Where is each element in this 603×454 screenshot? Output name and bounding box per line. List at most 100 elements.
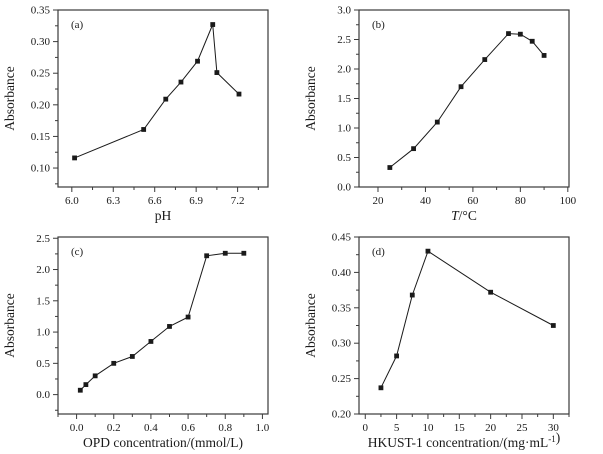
data-point-marker <box>77 387 83 393</box>
data-point-marker <box>550 323 556 328</box>
panel-letter: (a) <box>71 19 84 31</box>
y-axis-label: Absorbance <box>303 66 318 130</box>
data-point-marker <box>482 57 488 62</box>
data-point-marker <box>241 250 247 256</box>
data-point-marker <box>178 79 184 85</box>
y-tick-label: 2.0 <box>337 64 351 76</box>
y-tick-label: 0.35 <box>332 302 352 314</box>
x-tick-label: 60 <box>467 195 479 207</box>
y-tick-label: 0.45 <box>332 232 352 244</box>
panel-a: 6.0 6.3 6.6 6.9 7.2 0.10 0.15 0.20 0.25 0.30 0.35 p… <box>0 0 301 227</box>
y-tick-label: 0.5 <box>337 152 351 164</box>
y-tick-label: 0.25 <box>31 68 51 80</box>
x-tick-label: 6.6 <box>148 195 162 207</box>
y-tick-label: 0.0 <box>36 389 50 401</box>
x-tick-label: 5 <box>394 422 400 434</box>
data-point-marker <box>434 119 440 125</box>
data-point-marker <box>195 58 200 64</box>
x-tick-label: 1.0 <box>256 422 270 434</box>
data-point-marker <box>529 38 535 44</box>
x-tick-label: 0.6 <box>181 422 195 434</box>
y-tick-label: 1.0 <box>337 123 351 135</box>
x-tick-label: 80 <box>515 195 527 207</box>
data-point-marker <box>83 382 89 388</box>
data-point-marker <box>506 31 511 36</box>
data-point-marker <box>141 127 147 132</box>
y-axis-label: Absorbance <box>303 293 318 357</box>
x-tick-label: 6.9 <box>189 195 203 207</box>
x-tick-label: 0 <box>363 422 369 434</box>
x-axis-label: OPD concentration/(mmol/L) <box>83 435 243 450</box>
data-point-marker <box>458 84 464 90</box>
x-tick-label: 0.0 <box>70 422 84 434</box>
data-point-marker <box>236 91 242 97</box>
panel-letter: (c) <box>71 246 84 258</box>
panel-a-chart: 6.0 6.3 6.6 6.9 7.2 0.10 0.15 0.20 0.25 0.30 0.35 p… <box>2 5 269 223</box>
panel-b: 20 40 60 80 100 0.0 0.5 1.0 1.5 2.0 2.5 3.0 T/°C Abso… <box>301 0 603 227</box>
data-point-marker <box>394 353 400 359</box>
x-tick-label: 6.0 <box>65 195 79 207</box>
x-axis-label: HKUST-1 concentration/(mg·mL-1) <box>368 430 561 450</box>
x-tick-label: 20 <box>485 422 497 434</box>
data-series-line <box>74 24 240 159</box>
data-point-marker <box>378 385 384 391</box>
data-point-marker <box>387 165 393 170</box>
y-tick-label: 0.40 <box>332 267 352 279</box>
panel-b-chart: 20 40 60 80 100 0.0 0.5 1.0 1.5 2.0 2.5 3.0 T/°C Abso… <box>303 5 577 224</box>
y-tick-label: 0.10 <box>31 163 51 175</box>
y-tick-label: 1.5 <box>337 93 351 105</box>
x-tick-label: 25 <box>516 422 528 434</box>
data-point-marker <box>92 373 98 379</box>
x-tick-label: 0.2 <box>107 422 121 434</box>
panel-d: 0 5 10 15 20 25 30 0.20 0.25 0.30 0.35 0.40 0.45 HKUS… <box>301 227 603 454</box>
y-tick-label: 2.0 <box>36 264 50 276</box>
data-point-marker <box>210 22 216 27</box>
data-point-marker <box>72 155 77 161</box>
x-tick-label: 15 <box>454 422 466 434</box>
data-point-marker <box>517 31 523 37</box>
y-tick-label: 0.20 <box>31 99 51 111</box>
x-tick-label: 10 <box>422 422 434 434</box>
y-tick-label: 2.5 <box>36 233 50 245</box>
data-point-marker <box>222 250 228 256</box>
data-point-marker <box>214 70 220 75</box>
data-point-marker <box>163 96 169 102</box>
y-tick-label: 0.35 <box>31 5 51 17</box>
x-axis-label: pH <box>155 208 172 223</box>
data-series-line <box>79 252 244 391</box>
plot-box <box>358 236 570 415</box>
x-tick-label: 40 <box>420 195 432 207</box>
panel-letter: (b) <box>372 19 385 31</box>
data-point-marker <box>185 314 191 320</box>
y-tick-label: 0.15 <box>31 131 51 143</box>
x-tick-label: 100 <box>560 195 577 207</box>
y-tick-label: 0.0 <box>337 182 351 194</box>
x-tick-label: 30 <box>548 422 560 434</box>
x-tick-label: 7.2 <box>231 195 245 207</box>
panel-c-chart: 0.0 0.2 0.4 0.6 0.8 1.0 0.0 0.5 1.0 1.5 2.0 2.5 OPD … <box>2 233 270 450</box>
data-point-marker <box>111 360 117 366</box>
data-series-line <box>380 250 554 389</box>
y-tick-label: 1.5 <box>36 295 50 307</box>
y-axis-label: Absorbance <box>2 66 17 130</box>
panel-d-chart: 0 5 10 15 20 25 30 0.20 0.25 0.30 0.35 0.40 0.45 HKUS… <box>303 232 570 450</box>
plot-box <box>358 9 570 188</box>
x-tick-label: 6.3 <box>106 195 120 207</box>
data-point-marker <box>409 292 415 298</box>
data-point-marker <box>488 289 494 295</box>
x-tick-label: 0.8 <box>218 422 232 434</box>
y-tick-label: 0.5 <box>36 358 50 370</box>
y-tick-label: 3.0 <box>337 5 351 17</box>
panel-c: 0.0 0.2 0.4 0.6 0.8 1.0 0.0 0.5 1.0 1.5 2.0 2.5 OPD … <box>0 227 301 454</box>
data-point-marker <box>167 324 172 329</box>
y-tick-label: 1.0 <box>36 327 50 339</box>
plot-box <box>57 236 269 415</box>
y-tick-label: 0.25 <box>332 373 352 385</box>
data-point-marker <box>425 248 431 254</box>
data-point-marker <box>204 253 210 259</box>
panel-letter: (d) <box>372 246 385 258</box>
data-point-marker <box>148 339 154 344</box>
x-axis-label: T/°C <box>451 208 477 223</box>
data-point-marker <box>129 354 135 359</box>
